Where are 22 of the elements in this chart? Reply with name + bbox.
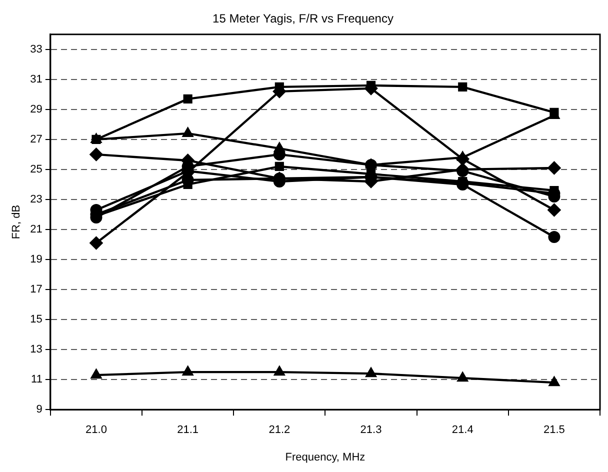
x-tick-label: 21.0 xyxy=(86,424,107,436)
y-axis-title: FR, dB xyxy=(10,204,23,240)
x-tick-label: 21.2 xyxy=(268,424,290,436)
y-tick-label: 19 xyxy=(30,254,42,266)
y-tick-label: 33 xyxy=(30,43,42,56)
chart-title: 15 Meter Yagis, F/R vs Frequency xyxy=(212,12,394,26)
y-tick-label: 9 xyxy=(36,404,42,416)
x-tick-label: 21.1 xyxy=(177,424,199,436)
x-axis-title: Frequency, MHz xyxy=(285,451,366,464)
y-tick-label: 21 xyxy=(30,224,42,236)
y-tick-label: 11 xyxy=(31,374,42,386)
y-tick-label: 27 xyxy=(30,133,42,146)
y-tick-label: 29 xyxy=(30,103,42,116)
y-tick-label: 13 xyxy=(30,344,42,356)
x-tick-label: 21.5 xyxy=(543,424,565,436)
y-tick-label: 23 xyxy=(30,194,42,206)
x-tick-label: 21.3 xyxy=(360,424,382,436)
y-tick-label: 17 xyxy=(30,284,42,296)
x-tick-label: 21.4 xyxy=(452,424,474,436)
y-tick-label: 15 xyxy=(30,314,42,326)
y-tick-label: 31 xyxy=(30,73,42,86)
y-tick-label: 25 xyxy=(30,164,42,176)
